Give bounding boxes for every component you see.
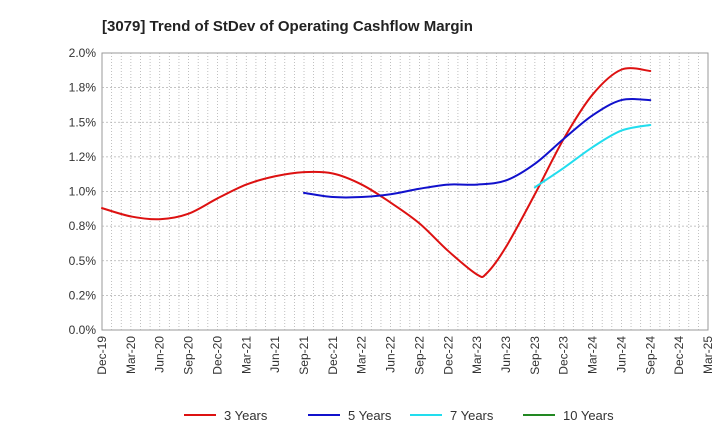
x-tick-label: Jun-23 <box>499 336 513 373</box>
x-tick-label: Sep-24 <box>643 336 657 375</box>
legend-label: 3 Years <box>224 408 268 423</box>
legend-label: 10 Years <box>563 408 614 423</box>
plot-area <box>101 52 709 331</box>
x-tick-label: Mar-20 <box>124 336 138 374</box>
series-line-7-years <box>533 124 652 189</box>
legend-label: 5 Years <box>348 408 392 423</box>
legend-label: 7 Years <box>450 408 494 423</box>
x-tick-label: Sep-21 <box>297 336 311 375</box>
x-tick-label: Dec-22 <box>441 336 455 375</box>
x-tick-label: Mar-23 <box>470 336 484 374</box>
chart-title: [3079] Trend of StDev of Operating Cashf… <box>102 18 473 35</box>
x-tick-label: Dec-20 <box>210 336 224 375</box>
series-line-3-years <box>101 67 652 279</box>
y-tick-label: 0.0% <box>69 323 97 337</box>
x-tick-label: Jun-20 <box>153 336 167 373</box>
x-tick-label: Dec-19 <box>95 336 109 375</box>
x-tick-label: Mar-24 <box>586 336 600 374</box>
y-tick-label: 1.0% <box>69 185 97 199</box>
y-tick-label: 0.5% <box>69 254 97 268</box>
series-lines <box>101 67 652 279</box>
x-tick-label: Mar-22 <box>355 336 369 374</box>
x-tick-label: Dec-23 <box>557 336 571 375</box>
y-axis-tick-labels: 0.0% 0.2% 0.5% 0.8% 1.0% 1.2% 1.5% 1.8% 2.0% <box>69 46 97 337</box>
x-tick-label: Dec-24 <box>672 336 686 375</box>
y-tick-label: 1.8% <box>69 81 97 95</box>
y-tick-label: 1.5% <box>69 115 97 129</box>
x-tick-label: Jun-24 <box>614 336 628 373</box>
x-tick-label: Sep-22 <box>412 336 426 375</box>
y-tick-label: 0.2% <box>69 288 97 302</box>
x-tick-label: Mar-21 <box>239 336 253 374</box>
y-tick-label: 0.8% <box>69 219 97 233</box>
x-tick-label: Sep-23 <box>528 336 542 375</box>
series-line-5-years <box>303 97 652 199</box>
y-tick-label: 1.2% <box>69 150 97 164</box>
y-tick-label: 2.0% <box>69 46 97 60</box>
x-tick-label: Sep-20 <box>182 336 196 375</box>
x-tick-label: Jun-21 <box>268 336 282 373</box>
x-tick-label: Mar-25 <box>701 336 715 374</box>
x-tick-label: Dec-21 <box>326 336 340 375</box>
x-axis-tick-labels: Dec-19 Mar-20 Jun-20 Sep-20 Dec-20 Mar-21 Jun-… <box>95 336 715 375</box>
legend: 3 Years 5 Years 7 Years 10 Years <box>184 408 614 423</box>
horizontal-gridlines <box>102 87 708 296</box>
x-tick-label: Jun-22 <box>384 336 398 373</box>
